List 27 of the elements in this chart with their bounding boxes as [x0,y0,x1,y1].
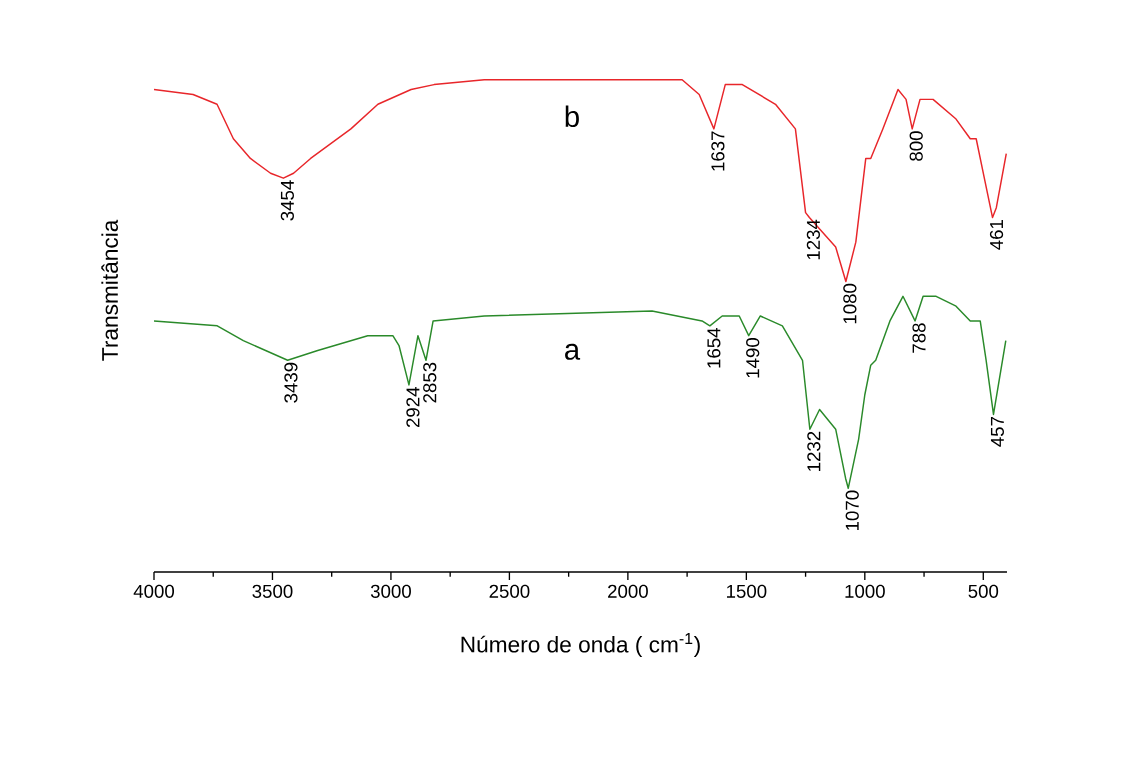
x-tick-label: 500 [968,584,999,598]
x-tick-label: 1000 [845,584,885,598]
annotation: 1654 [707,328,721,368]
annotation: 2853 [423,362,437,403]
x-tick-label: 2500 [489,584,530,598]
annotation: 1234 [806,219,820,260]
annotation: 1637 [711,131,725,171]
y-axis-title: Transmitância [101,219,119,361]
x-tick-label: 4000 [133,584,175,598]
annotation: 3454 [280,180,294,221]
series-label: a [565,343,581,360]
annotation: 1490 [746,338,760,378]
annotation: 457 [990,416,1004,447]
annotation: 1070 [845,490,859,530]
x-tick-label: 3500 [252,584,293,598]
x-tick-label: 2000 [608,584,648,598]
annotation: 3439 [284,362,298,403]
x-tick-label: 3000 [370,584,411,598]
annotation: 461 [989,220,1004,250]
annotation: 800 [909,131,923,161]
annotation: 788 [912,323,926,353]
x-tick-label: 1500 [727,584,767,598]
x-axis-title: Número de onda ( cm$^{-1}$) [461,633,700,658]
annotation: 1080 [843,283,857,324]
annotation: 1232 [807,431,821,471]
series-label: b [565,105,579,128]
annotation: 2924 [406,387,420,428]
